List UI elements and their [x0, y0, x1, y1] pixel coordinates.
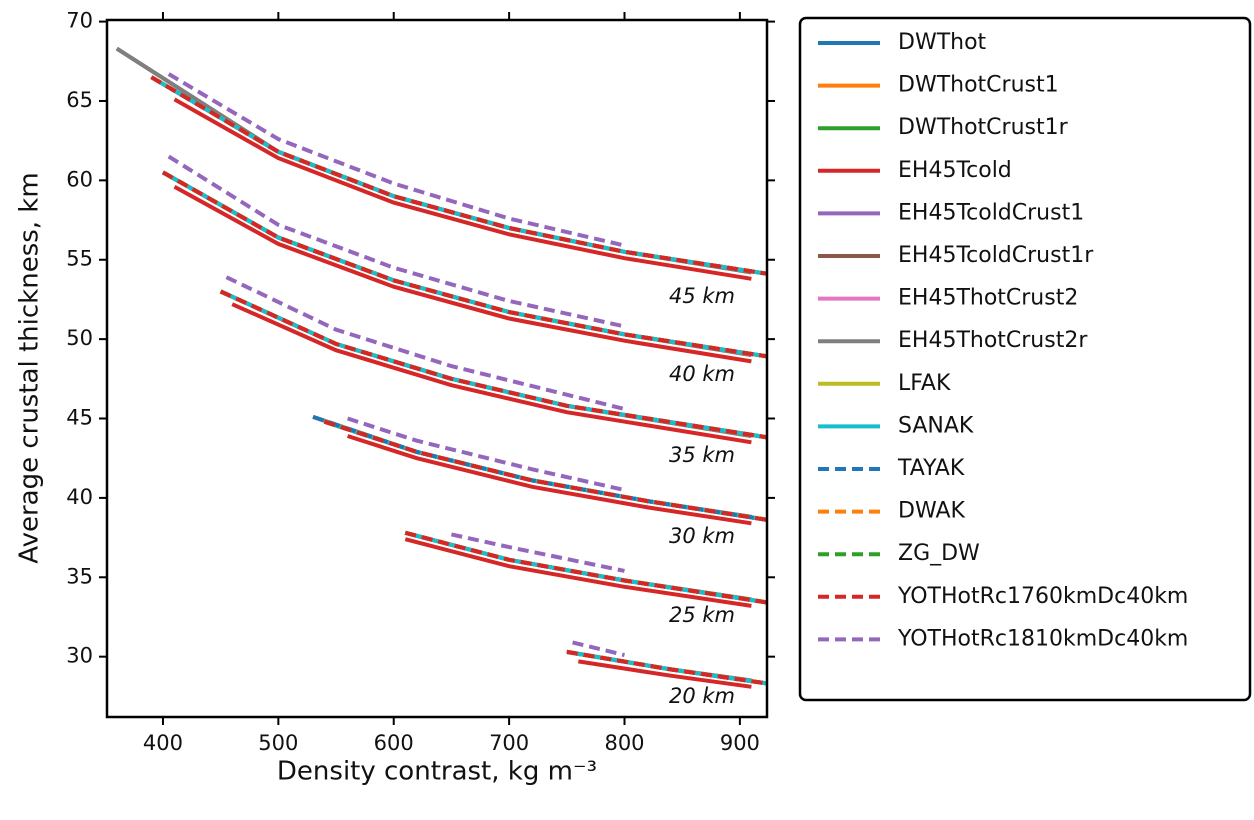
legend-label: EH45Tcold — [898, 158, 1012, 183]
y-tick-label: 70 — [66, 9, 93, 33]
curve-label: 25 km — [669, 603, 735, 627]
legend-label: DWAK — [898, 499, 966, 524]
y-tick-label: 35 — [66, 564, 93, 588]
legend-label: DWThotCrust1r — [898, 115, 1069, 140]
curve-label: 20 km — [669, 684, 735, 708]
legend-label: LFAK — [898, 371, 951, 396]
y-tick-label: 55 — [66, 247, 93, 271]
x-tick-label: 700 — [489, 731, 529, 755]
x-tick-label: 600 — [374, 731, 414, 755]
x-axis-label: Density contrast, kg m⁻³ — [277, 757, 597, 787]
curve-label: 30 km — [669, 524, 735, 548]
y-tick-label: 65 — [66, 88, 93, 112]
legend-label: EH45TcoldCrust1 — [898, 200, 1084, 225]
x-tick-label: 500 — [258, 731, 298, 755]
y-axis-label: Average crustal thickness, km — [15, 172, 45, 563]
series-line — [167, 72, 625, 658]
legend-label: EH45ThotCrust2r — [898, 328, 1088, 353]
legend-box — [798, 16, 1252, 702]
curve-label: 35 km — [669, 443, 735, 467]
legend-label: DWThotCrust1 — [898, 73, 1059, 98]
x-tick-label: 900 — [720, 731, 760, 755]
curve-label: 45 km — [669, 284, 735, 308]
x-tick-label: 400 — [143, 731, 183, 755]
legend-label: TAYAK — [897, 456, 965, 481]
series-line — [173, 97, 752, 689]
legend-label: YOTHotRc1810kmDc40km — [897, 626, 1188, 651]
y-tick-label: 60 — [66, 167, 93, 191]
legend-label: EH45TcoldCrust1r — [898, 243, 1094, 268]
legend-label: DWThot — [898, 30, 987, 55]
y-tick-label: 45 — [66, 406, 93, 430]
y-tick-label: 50 — [66, 326, 93, 350]
curve-label: 40 km — [669, 362, 735, 386]
series-line — [150, 75, 767, 686]
y-tick-label: 40 — [66, 485, 93, 509]
legend-label: SANAK — [898, 413, 974, 438]
plot-frame — [105, 18, 769, 719]
y-tick-label: 30 — [66, 644, 93, 668]
legend-label: EH45ThotCrust2 — [898, 286, 1078, 311]
legend-label: YOTHotRc1760kmDc40km — [897, 584, 1188, 609]
legend-label: ZG_DW — [898, 541, 980, 566]
x-tick-label: 800 — [604, 731, 644, 755]
